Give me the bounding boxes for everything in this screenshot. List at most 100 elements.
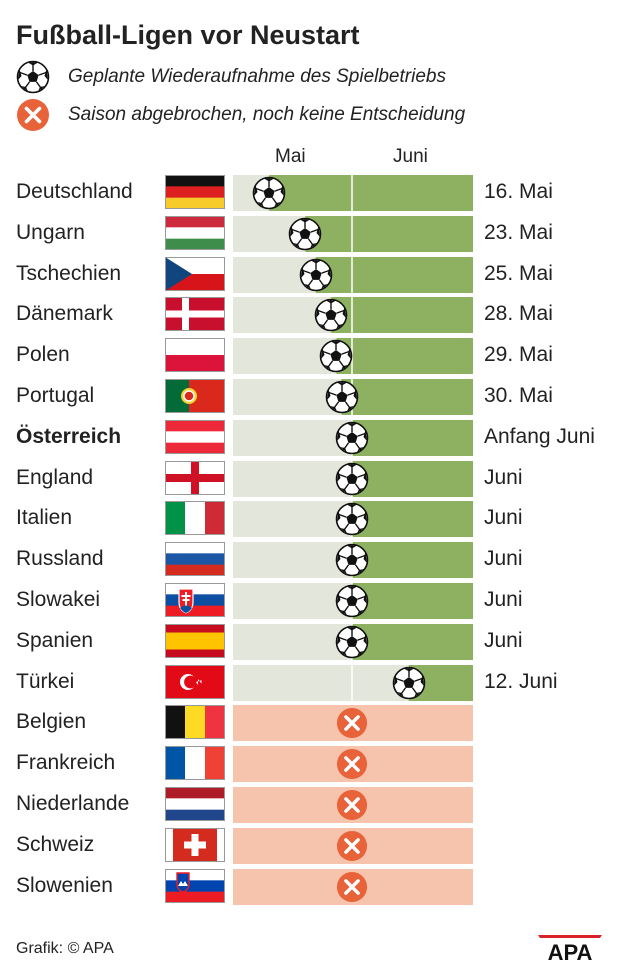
source-credit: Grafik: © APA — [16, 940, 114, 957]
country-label: England — [16, 465, 94, 489]
country-label: Tschechien — [16, 261, 122, 285]
restart-bar-fill — [331, 297, 473, 334]
timeline-row: Niederlande — [0, 785, 620, 823]
timeline-row: Türkei 12. Juni — [0, 663, 620, 701]
restart-date-label: Juni — [484, 547, 523, 571]
flag-be-icon — [165, 705, 226, 744]
timeline-row: Tschechien 25. Mai — [0, 255, 620, 293]
restart-date-label: Juni — [484, 628, 523, 652]
soccer-ball-icon — [289, 217, 322, 251]
restart-date-label: 28. Mai — [484, 302, 553, 326]
timeline-bar — [233, 338, 473, 375]
country-label: Deutschland — [16, 180, 133, 203]
soccer-ball-icon — [335, 625, 369, 659]
timeline-row: Schweiz — [0, 826, 620, 864]
restart-date-label: 12. Juni — [484, 669, 558, 693]
soccer-ball-icon — [335, 503, 369, 536]
timeline-row: Portugal 30. Mai — [0, 377, 620, 415]
timeline-bar — [233, 175, 473, 211]
timeline-bar — [233, 256, 473, 293]
timeline-bar — [233, 460, 473, 497]
restart-bar-fill — [336, 338, 473, 375]
timeline-row: Frankreich — [0, 744, 620, 785]
timeline-row: Deutschland 16. Mai — [0, 173, 620, 211]
restart-date-label: 16. Mai — [484, 180, 553, 203]
flag-dk-icon — [165, 297, 225, 336]
timeline-bar — [233, 746, 473, 783]
restart-bar-fill — [352, 542, 473, 579]
restart-bar-fill — [352, 460, 473, 497]
flag-fr-icon — [165, 746, 226, 785]
timeline-row: Slowakei Juni — [0, 581, 620, 619]
apa-logo-text: APA — [548, 940, 593, 962]
country-label: Slowakei — [16, 588, 101, 611]
timeline-bar — [233, 379, 473, 415]
timeline-bar — [233, 705, 473, 742]
restart-bar-fill — [352, 501, 473, 538]
flag-it-icon — [165, 501, 226, 540]
flag-tr-icon — [165, 664, 225, 704]
country-label: Belgien — [16, 710, 87, 734]
restart-date-label: Anfang Juni — [484, 424, 595, 448]
restart-bar-fill — [352, 583, 473, 619]
country-label: Ungarn — [16, 220, 85, 244]
soccer-ball-icon — [299, 258, 333, 291]
soccer-ball-icon — [335, 543, 369, 577]
country-label: Türkei — [16, 669, 75, 693]
soccer-ball-icon — [335, 421, 369, 455]
country-label: Italien — [16, 506, 73, 530]
timeline-row: Russland Juni — [0, 540, 620, 581]
flag-ru-icon — [165, 542, 225, 581]
timeline-bar — [233, 419, 473, 456]
restart-bar-fill — [269, 175, 473, 211]
country-label: Österreich — [16, 424, 122, 448]
timeline-row: Dänemark 28. Mai — [0, 295, 620, 336]
soccer-ball-icon — [320, 339, 353, 373]
cancel-icon — [17, 99, 49, 131]
cancel-icon — [336, 830, 368, 861]
soccer-ball-icon — [16, 60, 50, 94]
legend-restart-label: Geplante Wiederaufnahme des Spielbetrieb… — [68, 66, 446, 87]
country-label: Russland — [16, 547, 104, 571]
soccer-ball-icon — [392, 666, 426, 699]
timeline-row: Ungarn 23. Mai — [0, 214, 620, 252]
restart-bar-fill — [315, 256, 473, 293]
apa-logo: APA — [538, 935, 602, 962]
soccer-ball-icon — [314, 299, 348, 332]
timeline-bar — [233, 868, 473, 905]
country-label: Niederlande — [16, 792, 130, 815]
restart-bar-fill — [341, 379, 473, 415]
timeline-row: Belgien — [0, 703, 620, 744]
cancel-icon — [336, 789, 368, 821]
country-label: Portugal — [16, 384, 95, 407]
flag-en-icon — [165, 460, 225, 500]
flag-de-icon — [165, 175, 225, 214]
month-label-may: Mai — [275, 146, 306, 167]
country-label: Polen — [16, 343, 70, 367]
flag-pt-icon — [165, 379, 225, 418]
timeline-bar — [233, 664, 473, 701]
timeline-bar — [233, 583, 473, 619]
restart-bar-fill — [352, 623, 473, 660]
cancel-icon — [336, 871, 368, 902]
soccer-ball-icon — [325, 380, 358, 414]
timeline-bar — [233, 297, 473, 334]
page-title: Fußball-Ligen vor Neustart — [16, 20, 360, 50]
country-label: Spanien — [16, 628, 94, 652]
timeline-bar — [233, 623, 473, 660]
restart-date-label: Juni — [484, 465, 523, 489]
flag-hu-icon — [165, 215, 225, 255]
cancel-icon — [336, 708, 368, 739]
flag-pl-icon — [165, 338, 225, 377]
flag-cz-icon — [165, 256, 225, 296]
restart-date-label: Juni — [484, 588, 523, 611]
timeline-row: Polen 29. Mai — [0, 336, 620, 377]
legend-restart: Geplante Wiederaufnahme des Spielbetrieb… — [16, 60, 446, 94]
flag-sk-icon — [165, 583, 225, 622]
soccer-ball-icon — [335, 462, 369, 495]
country-label: Slowenien — [16, 873, 113, 897]
legend-cancel-label: Saison abgebrochen, noch keine Entscheid… — [68, 104, 466, 125]
flag-ch-icon — [165, 827, 225, 867]
timeline-bar — [233, 501, 473, 538]
country-label: Dänemark — [16, 302, 113, 326]
